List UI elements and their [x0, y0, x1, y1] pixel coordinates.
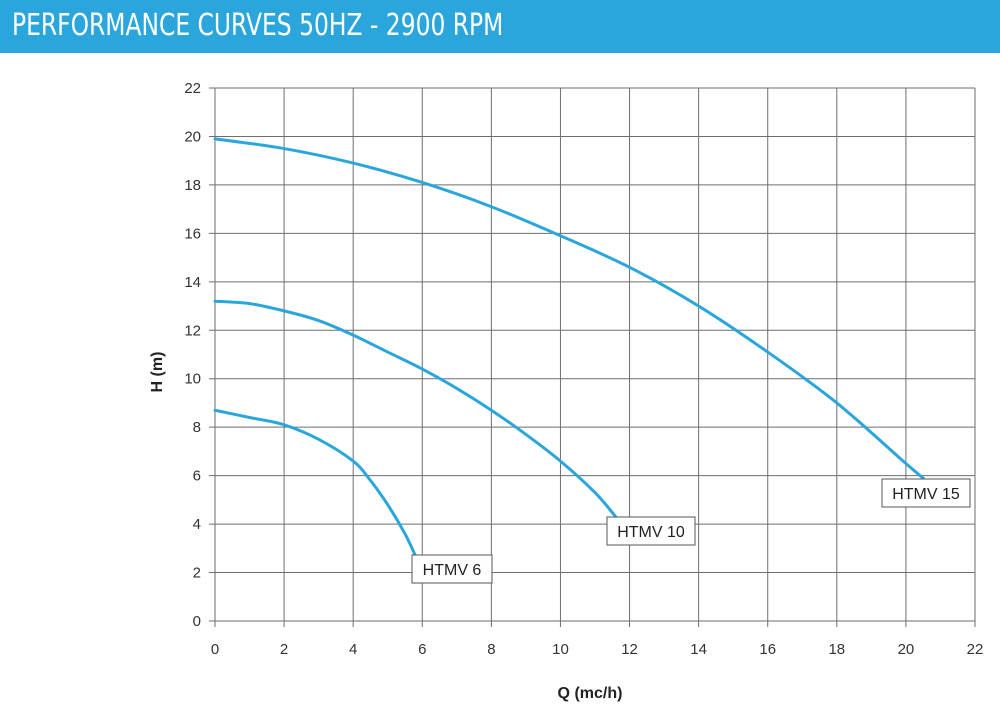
series-line-htmv-6 [213, 408, 417, 558]
x-tick-label: 22 [967, 641, 984, 658]
series-label: HTMV 15 [892, 486, 960, 503]
series-labels: HTMV 6 HTMV 10 HTMV 15 [411, 478, 971, 584]
x-axis-title: Q (mc/h) [558, 685, 623, 702]
y-axis: 0 2 4 6 8 10 12 14 16 18 20 22 [184, 80, 201, 630]
series-label-box [411, 554, 493, 584]
y-tick-label: 14 [184, 274, 201, 291]
series-line-htmv-10 [213, 299, 618, 519]
x-tick-label: 18 [828, 641, 845, 658]
x-tick-label: 2 [280, 641, 288, 658]
x-tick-label: 12 [621, 641, 638, 658]
y-tick-label: 12 [184, 322, 201, 339]
x-axis: 0 2 4 6 8 10 12 14 16 18 20 22 [211, 641, 984, 658]
y-tick-label: 16 [184, 225, 201, 242]
page-title: PERFORMANCE CURVES 50HZ - 2900 RPM [12, 8, 504, 43]
series-label-box [606, 516, 696, 546]
x-tick-label: 8 [487, 641, 495, 658]
series-group [213, 137, 925, 558]
series-line-htmv-15 [213, 137, 925, 480]
series-label: HTMV 10 [617, 524, 685, 541]
x-tick-label: 4 [349, 641, 357, 658]
y-tick-label: 0 [193, 613, 201, 630]
y-tick-label: 10 [184, 371, 201, 388]
y-tick-label: 8 [193, 419, 201, 436]
y-tick-label: 2 [193, 565, 201, 582]
y-tick-label: 20 [184, 128, 201, 145]
y-tick-label: 6 [193, 468, 201, 485]
x-tick-label: 0 [211, 641, 219, 658]
series-label-box [881, 478, 971, 508]
x-tick-label: 14 [690, 641, 707, 658]
y-axis-title: H (m) [149, 352, 166, 393]
y-tick-label: 18 [184, 177, 201, 194]
header-bar: PERFORMANCE CURVES 50HZ - 2900 RPM [0, 0, 1000, 53]
x-tick-label: 10 [552, 641, 569, 658]
grid [209, 87, 976, 627]
y-tick-label: 22 [184, 80, 201, 97]
series-label: HTMV 6 [423, 562, 482, 579]
x-tick-label: 6 [418, 641, 426, 658]
x-tick-label: 20 [898, 641, 915, 658]
x-tick-label: 16 [759, 641, 776, 658]
y-tick-label: 4 [193, 516, 201, 533]
